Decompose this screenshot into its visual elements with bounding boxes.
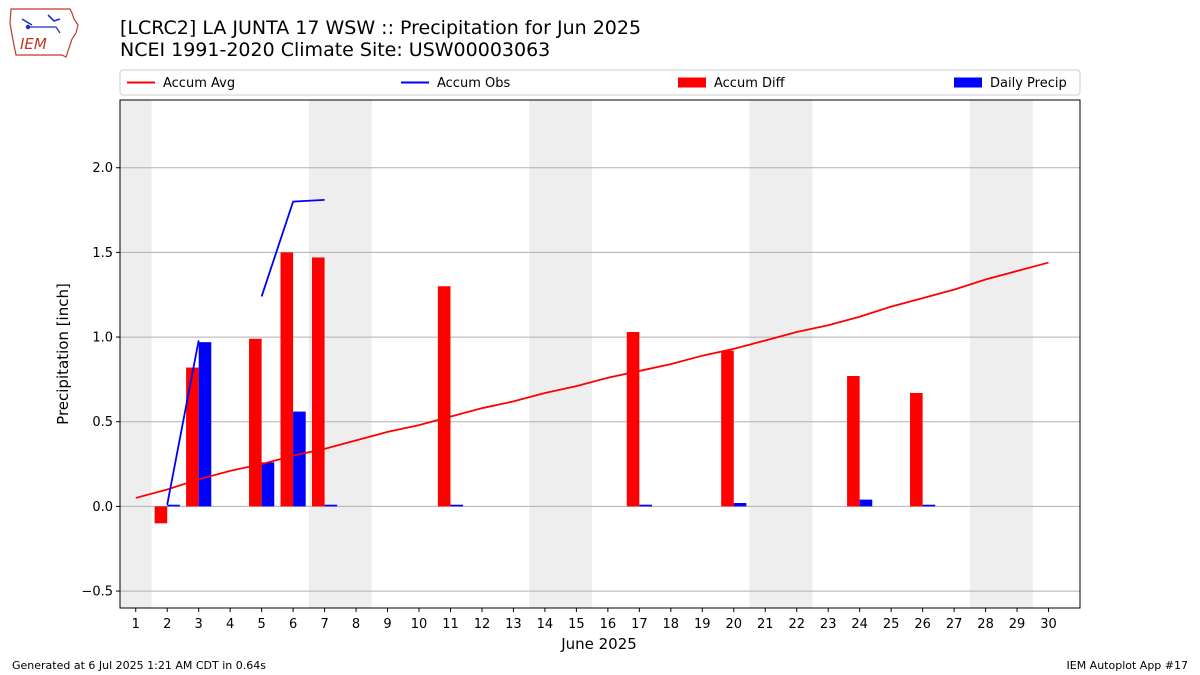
y-tick-label: 0.0 [92, 500, 113, 515]
logo-wind-icon [21, 14, 61, 26]
weekend-shade-band [120, 100, 152, 608]
x-tick-label: 6 [289, 617, 297, 632]
accum-diff-bar [154, 506, 168, 524]
x-tick-label: 2 [163, 617, 171, 632]
x-tick-label: 11 [442, 617, 459, 632]
x-tick-label: 12 [474, 617, 491, 632]
weekend-shade-band [749, 100, 813, 608]
x-tick-label: 22 [788, 617, 805, 632]
legend-accum-avg-label: Accum Avg [163, 76, 235, 91]
axes: −0.50.00.51.01.52.01 2 3 4 5 6 7 8 9 10 11 12 13 14 15… [81, 161, 1056, 632]
plot-frame [119, 99, 1081, 609]
logo-dot-icon [25, 24, 31, 30]
accum-diff-bar [437, 286, 451, 507]
chart-title: [LCRC2] LA JUNTA 17 WSW :: Precipitation… [120, 17, 642, 39]
x-tick-label: 15 [568, 617, 585, 632]
x-tick-label: 27 [946, 617, 963, 632]
daily-precip-bar [261, 462, 275, 507]
y-tick-label: 1.5 [92, 246, 113, 261]
x-tick-label: 19 [694, 617, 711, 632]
footer-generated-text: Generated at 6 Jul 2025 1:21 AM CDT in 0… [12, 659, 266, 672]
x-tick-label: 10 [411, 617, 428, 632]
logo-line-icon [30, 26, 61, 34]
x-tick-label: 5 [257, 617, 265, 632]
daily-precip-bar [859, 499, 873, 507]
x-tick-label: 7 [320, 617, 328, 632]
legend-daily-precip-label: Daily Precip [990, 76, 1067, 91]
daily-precip-bar [733, 503, 747, 507]
daily-precip-bar [198, 342, 212, 507]
footer-app-text: IEM Autoplot App #17 [1066, 659, 1189, 672]
accum-diff-bar [312, 257, 325, 507]
y-axis-label: Precipitation [inch] [54, 283, 72, 425]
accum-diff-bar [721, 350, 734, 507]
y-tick-label: 0.5 [92, 415, 113, 430]
legend-daily-precip-swatch [954, 77, 982, 88]
legend-accum-diff-swatch [678, 77, 706, 88]
accum-diff-bar [626, 331, 640, 507]
y-tick-label: −0.5 [81, 585, 113, 600]
x-tick-label: 26 [914, 617, 931, 632]
daily-precip-bar [167, 504, 180, 507]
lines [135, 199, 1049, 505]
daily-precip-bar [639, 504, 652, 507]
x-tick-label: 24 [851, 617, 868, 632]
weekend-shade-band [529, 100, 593, 608]
chart-subtitle: NCEI 1991-2020 Climate Site: USW00003063 [120, 39, 551, 61]
accum-obs-line [166, 340, 200, 505]
x-tick-label: 4 [226, 617, 234, 632]
x-tick-label: 18 [663, 617, 680, 632]
x-tick-label: 21 [757, 617, 774, 632]
accum-diff-bar [280, 252, 294, 507]
weekend-shade-band [969, 100, 1033, 608]
iowa-state-outline [9, 8, 79, 58]
x-tick-label: 30 [1040, 617, 1057, 632]
x-tick-label: 8 [352, 617, 360, 632]
x-tick-label: 25 [883, 617, 900, 632]
x-tick-label: 17 [631, 617, 648, 632]
accum-diff-bar [847, 376, 860, 507]
x-tick-label: 14 [537, 617, 554, 632]
x-axis-label: June 2025 [560, 635, 637, 653]
weekend-shading [120, 100, 1033, 608]
legend: Accum Avg Accum Obs Accum Diff Daily Precip [119, 69, 1081, 96]
daily-precip-bar [293, 411, 306, 507]
daily-precip-bar [324, 504, 338, 507]
x-tick-label: 9 [383, 617, 391, 632]
x-tick-label: 3 [195, 617, 203, 632]
daily-precip-bar [922, 504, 936, 507]
x-tick-label: 16 [600, 617, 617, 632]
accum-diff-bar [186, 367, 199, 507]
accum-avg-line [135, 261, 1049, 499]
daily-precip-bar [450, 504, 464, 507]
accum-obs-line [260, 199, 325, 297]
accum-diff-bar [249, 338, 262, 507]
iem-logo: IEM [9, 8, 79, 58]
x-tick-label: 13 [505, 617, 522, 632]
x-tick-label: 1 [132, 617, 140, 632]
y-tick-label: 2.0 [92, 161, 113, 176]
x-tick-label: 29 [1009, 617, 1026, 632]
bars [154, 252, 936, 524]
logo-text: IEM [20, 35, 47, 53]
legend-accum-obs-label: Accum Obs [437, 76, 510, 91]
x-tick-label: 28 [977, 617, 994, 632]
y-tick-label: 1.0 [92, 331, 113, 346]
accum-diff-bar [910, 392, 923, 507]
legend-box [119, 69, 1081, 96]
legend-accum-diff-label: Accum Diff [714, 76, 786, 91]
x-tick-label: 23 [820, 617, 837, 632]
x-tick-label: 20 [725, 617, 742, 632]
